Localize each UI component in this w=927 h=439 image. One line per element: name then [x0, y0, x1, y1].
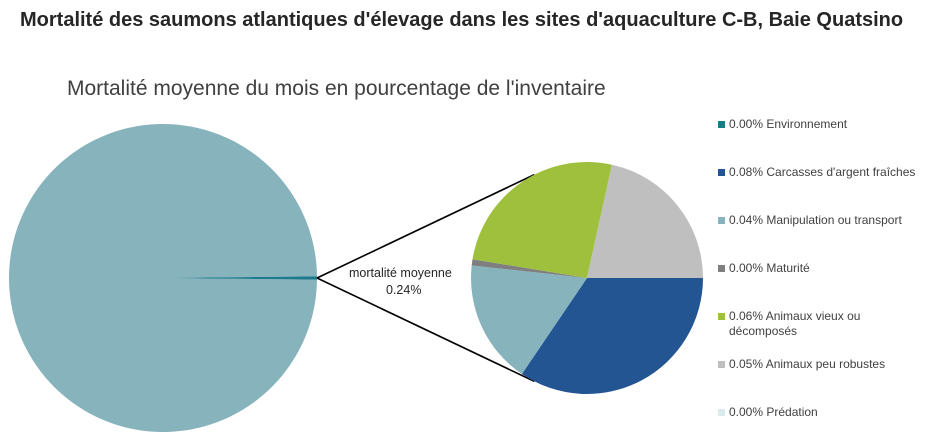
chart-title: Mortalité moyenne du mois en pourcentage… — [67, 77, 606, 100]
legend-label: 0.00% Environnement — [729, 117, 848, 131]
secondary-slice-manipulation-ou-transport — [471, 265, 587, 375]
legend-item-maturite: 0.00% Maturité — [718, 261, 810, 276]
legend-swatch — [718, 409, 725, 416]
legend-swatch — [718, 169, 725, 176]
legend-label: 0.00% Maturité — [729, 261, 810, 275]
connector-line-bottom — [316, 277, 535, 383]
legend-item-environnement: 0.00% Environnement — [718, 117, 847, 132]
primary-slice-inventaire — [8, 123, 317, 432]
legend-swatch — [718, 313, 725, 320]
legend-swatch — [718, 361, 725, 368]
legend-label: 0.00% Prédation — [729, 405, 818, 419]
primary-pie — [8, 123, 317, 432]
primary-slice-mortalite-moyenne — [163, 276, 317, 280]
connector-line-top — [316, 173, 535, 279]
secondary-pie — [471, 161, 703, 394]
legend-swatch — [718, 265, 725, 272]
secondary-slice-maturite — [471, 259, 587, 278]
legend-item-animaux-peu-robustes: 0.05% Animaux peu robustes — [718, 357, 885, 372]
secondary-slice-animaux-vieux-ou-decomposes — [472, 161, 612, 278]
callout-label: mortalité moyenne — [349, 266, 452, 280]
legend-item-predation: 0.00% Prédation — [718, 405, 818, 420]
legend-item-manipulation-ou-transport: 0.04% Manipulation ou transport — [718, 213, 902, 228]
legend-label: 0.05% Animaux peu robustes — [729, 357, 886, 371]
connector-lines — [316, 173, 535, 383]
page-title: Mortalité des saumons atlantiques d'élev… — [20, 9, 904, 31]
legend-label: 0.08% Carcasses d'argent fraîches — [729, 165, 916, 179]
legend-label: 0.04% Manipulation ou transport — [729, 213, 902, 227]
callout-value: 0.24% — [386, 283, 421, 297]
legend-item-carcasses-d-argent-fraiches: 0.08% Carcasses d'argent fraîches — [718, 165, 915, 180]
legend-swatch — [718, 121, 725, 128]
legend-label: 0.06% Animaux vieux ou décomposés — [729, 309, 861, 338]
secondary-slice-animaux-peu-robustes — [587, 164, 703, 278]
legend-item-animaux-vieux-ou-decomposes: 0.06% Animaux vieux ou décomposés — [718, 309, 899, 339]
secondary-slice-carcasses-d-argent-fraiches — [521, 278, 703, 394]
legend-swatch — [718, 217, 725, 224]
